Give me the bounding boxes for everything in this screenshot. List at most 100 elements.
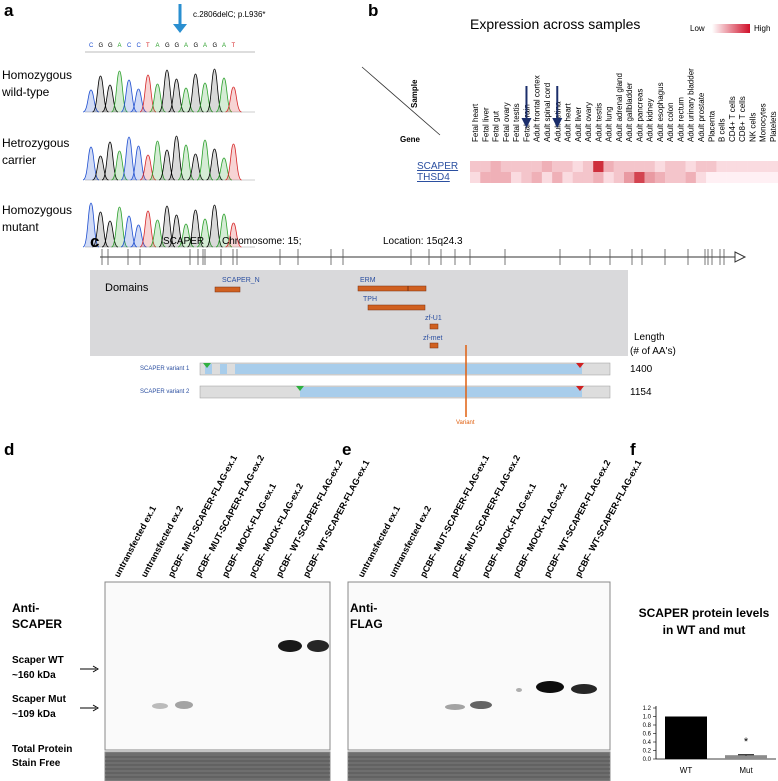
base: C [137, 43, 142, 49]
x-tick-label: WT [680, 766, 693, 775]
base: G [175, 43, 180, 49]
variant-length: 1400 [630, 364, 653, 375]
heatmap-cell [572, 172, 584, 183]
sample-label: B cells [718, 118, 727, 142]
heatmap-cell [757, 161, 768, 172]
y-tick-label: 1.2 [643, 706, 652, 712]
base: G [213, 43, 218, 49]
heatmap-cell [665, 172, 676, 183]
peak [111, 150, 128, 181]
panel-label: d [4, 440, 14, 459]
y-tick-label: 1.0 [643, 715, 652, 721]
variant-bar [300, 387, 582, 397]
band [445, 704, 465, 710]
exon [205, 364, 212, 374]
heatmap-cell [521, 172, 532, 183]
location: Location: 15q24.3 [383, 236, 463, 247]
chromosome-arrow [734, 251, 747, 263]
row-label: mutant [2, 220, 39, 234]
sample-label: Adult prostate [697, 92, 706, 142]
sample-label: Adult spinal cord [543, 83, 552, 142]
heatmap-cell [500, 161, 512, 172]
y-tick-label: 0.0 [643, 757, 652, 763]
variant-bar [235, 364, 582, 374]
heatmap-cell [747, 172, 758, 183]
peak [120, 215, 138, 248]
heatmap-cell [511, 172, 522, 183]
heatmap-cell [531, 172, 543, 183]
blot [347, 581, 611, 751]
stop [576, 386, 584, 391]
arrow-head [521, 118, 532, 128]
x-tick-label: Mut [739, 766, 753, 775]
marker-label: Scaper Mut [12, 694, 67, 705]
sample-label: Adult liver [574, 107, 583, 142]
sample-label: Adult urinary bladder [687, 68, 696, 142]
sample-label: Fetal gut [492, 110, 501, 142]
heatmap-cell [726, 161, 738, 172]
mutation: c.2806delC; p.L936* [193, 10, 266, 19]
marker-label: ~160 kDa [12, 670, 56, 681]
y-tick-label: 0.8 [643, 723, 652, 729]
heatmap-cell [675, 161, 686, 172]
base: C [127, 43, 132, 49]
sample-label: Fetal liver [481, 107, 490, 142]
sample-label: CD8+ T cells [738, 96, 747, 142]
heatmap-cell [706, 161, 717, 172]
heatmap-title: Expression across samples [470, 16, 640, 32]
sample-label: Adult ovary [584, 102, 593, 142]
peak [130, 145, 147, 181]
heatmap-cell [716, 161, 727, 172]
heatmap-cell [644, 172, 655, 183]
heatmap-cell [634, 172, 645, 183]
heatmap-cell [624, 161, 635, 172]
panel-label: b [368, 1, 378, 20]
heatmap-cell [582, 161, 594, 172]
heatmap-cell [603, 172, 614, 183]
base: G [99, 43, 104, 49]
heatmap-cell [593, 172, 604, 183]
sample-label: Adult rectum [676, 97, 685, 142]
domain-label: zf-U1 [425, 315, 442, 322]
sample-label: Fetal ovary [502, 102, 511, 142]
lane-label: pCBF- MOCK-FLAG-ex.1 [480, 482, 538, 579]
start [203, 363, 211, 368]
base: G [108, 43, 113, 49]
chromosome: Chromosome: 15; [222, 236, 301, 247]
peak [196, 82, 214, 113]
antibody: SCAPER [12, 617, 62, 631]
base: A [203, 43, 207, 49]
exon [220, 364, 227, 374]
base: C [89, 43, 94, 49]
domain-bar [429, 323, 439, 330]
row-label: Homozygous [2, 203, 72, 217]
heatmap-cell [562, 172, 573, 183]
blot [104, 581, 331, 751]
domain-label: SCAPER_N [222, 277, 260, 284]
row-label: wild-type [1, 85, 50, 99]
heatmap-cell [511, 161, 522, 172]
sample-label: Adult colon [666, 102, 675, 142]
domain-label: zf-met [423, 335, 443, 342]
length-header: (# of AA's) [630, 346, 676, 357]
gene-name: SCAPER [163, 236, 204, 247]
heatmap-cell [500, 172, 512, 183]
heatmap-cell [562, 161, 573, 172]
chart-title: SCAPER protein levels [639, 606, 770, 620]
variant-marker: Variant [456, 420, 475, 426]
domain-bar [214, 286, 241, 293]
heatmap-cell [695, 172, 707, 183]
sample-label: Adult frontal cortex [533, 75, 542, 142]
gene-label: SCAPER [417, 161, 458, 172]
peak [92, 211, 109, 248]
heatmap-cell [541, 161, 553, 172]
sample-label: Adult esophagus [656, 82, 665, 142]
marker-label: ~109 kDa [12, 709, 56, 720]
heatmap-cell [613, 161, 625, 172]
row-label: Hetrozygous [2, 136, 69, 150]
domain-box [90, 270, 628, 356]
diagonal [361, 66, 441, 136]
heatmap-cell [716, 172, 727, 183]
panel-label: c [90, 232, 99, 251]
